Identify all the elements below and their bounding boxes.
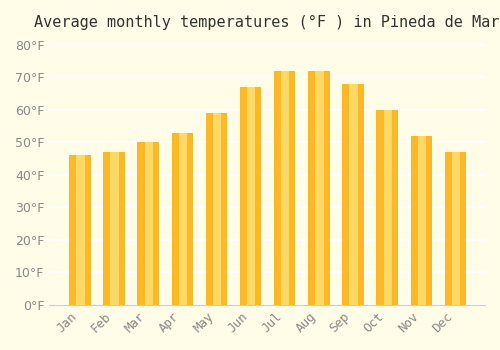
Bar <box>281 71 289 305</box>
Bar <box>452 152 460 305</box>
Bar <box>179 133 187 305</box>
Bar <box>104 152 124 305</box>
Bar <box>138 142 158 305</box>
Bar <box>247 87 255 305</box>
Bar <box>76 155 84 305</box>
Bar <box>376 110 397 305</box>
Bar <box>213 113 221 305</box>
Bar <box>342 84 363 305</box>
Bar <box>418 136 426 305</box>
Bar <box>384 110 392 305</box>
Bar <box>110 152 118 305</box>
Bar <box>444 152 465 305</box>
Bar <box>350 84 358 305</box>
Bar <box>172 133 192 305</box>
Bar <box>69 155 89 305</box>
Title: Average monthly temperatures (°F ) in Pineda de Mar: Average monthly temperatures (°F ) in Pi… <box>34 15 500 30</box>
Bar <box>316 71 324 305</box>
Bar <box>410 136 431 305</box>
Bar <box>206 113 226 305</box>
Bar <box>308 71 328 305</box>
Bar <box>240 87 260 305</box>
Bar <box>144 142 153 305</box>
Bar <box>274 71 294 305</box>
